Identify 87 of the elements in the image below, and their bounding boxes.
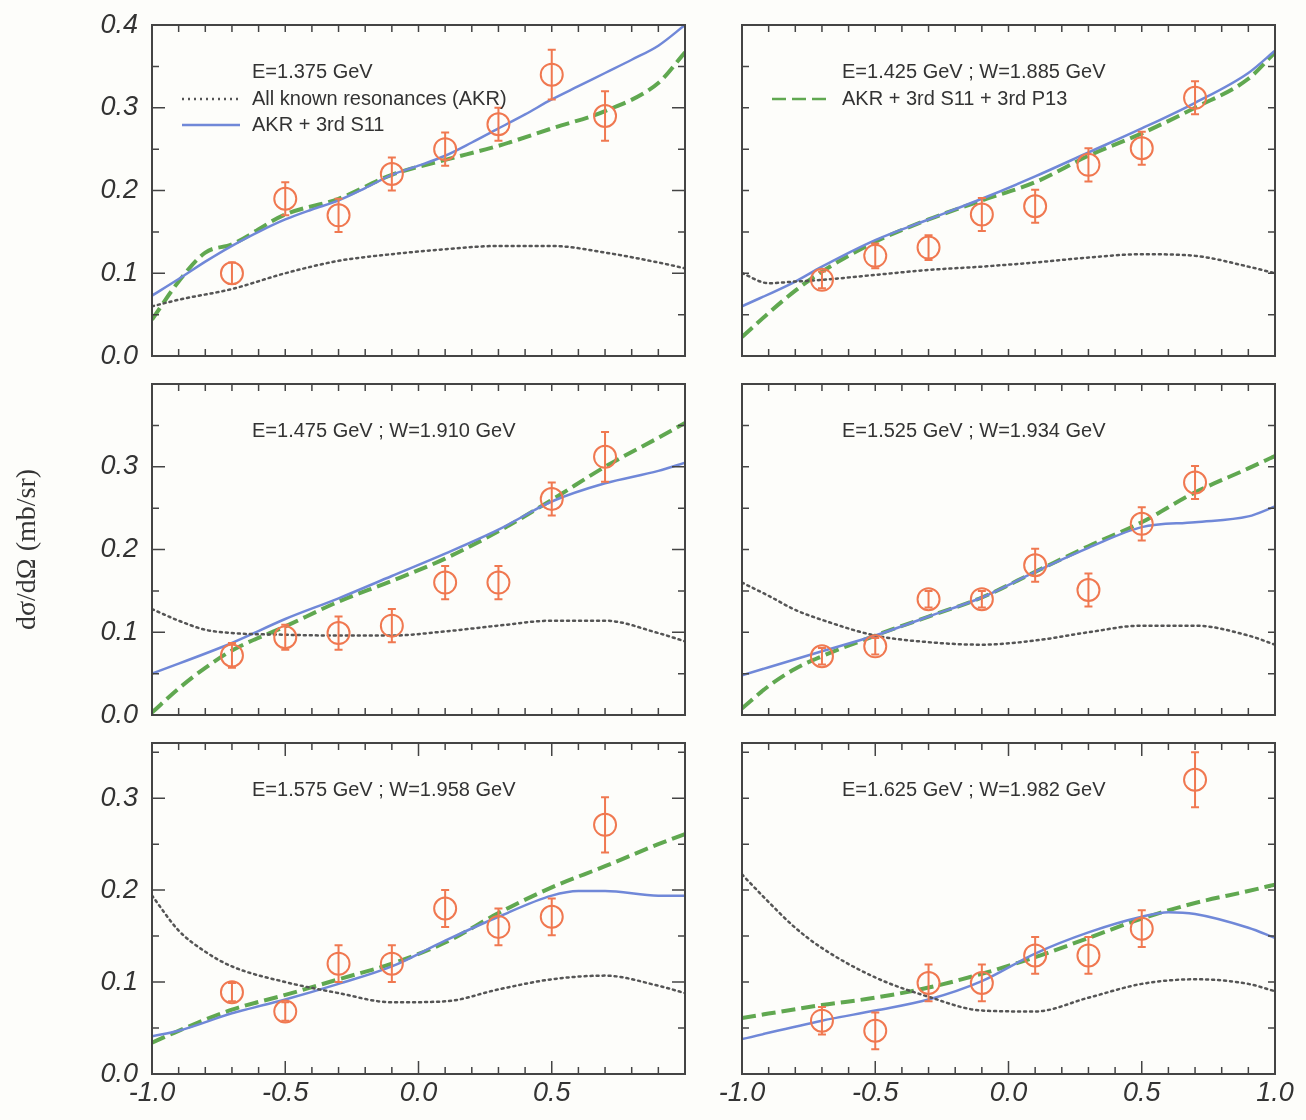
point — [379, 951, 404, 976]
point — [219, 261, 244, 286]
point — [916, 587, 941, 612]
point — [863, 634, 888, 659]
line-series — [152, 607, 685, 643]
point — [326, 203, 351, 228]
point — [273, 625, 298, 650]
y-tick-label: 0.3 — [100, 781, 138, 812]
x-tick-label: -0.5 — [261, 1077, 310, 1108]
legend-label: AKR + 3rd S11 — [252, 112, 385, 135]
x-tick-label: 0.5 — [532, 1077, 572, 1108]
line-series — [152, 25, 685, 297]
legend-label: All known resonances (AKR) — [252, 86, 507, 109]
point — [379, 613, 404, 638]
point — [219, 643, 244, 668]
line-series — [152, 894, 685, 1004]
y-tick-label: 0.2 — [100, 873, 138, 904]
point — [969, 970, 994, 995]
point — [219, 980, 244, 1005]
point — [1076, 943, 1101, 968]
point — [969, 587, 994, 612]
x-tick-label: -0.5 — [851, 1077, 900, 1108]
point — [273, 186, 298, 211]
y-tick-label: 0.3 — [100, 450, 138, 481]
point — [486, 570, 511, 595]
legend-label: AKR + 3rd S11 + 3rd P13 — [842, 86, 1068, 109]
point — [809, 1008, 834, 1033]
x-tick-label: 0.5 — [1122, 1077, 1162, 1108]
line-series — [152, 244, 685, 308]
y-tick-label: 0.1 — [100, 615, 138, 646]
point — [273, 999, 298, 1024]
point — [1129, 136, 1154, 161]
point — [1023, 943, 1048, 968]
point — [1129, 511, 1154, 536]
text: E=1.375 GeV — [252, 59, 374, 82]
text: E=1.525 GeV ; W=1.934 GeV — [842, 418, 1107, 441]
x-tick-label: 1.0 — [1256, 1077, 1294, 1108]
point — [1076, 578, 1101, 603]
point — [539, 487, 564, 512]
point — [916, 970, 941, 995]
point — [326, 951, 351, 976]
y-tick-label: 0.2 — [100, 533, 138, 564]
point — [1129, 916, 1154, 941]
point — [1076, 152, 1101, 177]
y-tick-label: 0.2 — [100, 174, 138, 205]
x-tick-label: -1.0 — [718, 1077, 766, 1108]
y-axis-title: dσ/dΩ (mb/sr) — [10, 468, 42, 631]
point — [809, 644, 834, 669]
point — [1183, 470, 1208, 495]
point — [863, 243, 888, 268]
point — [433, 137, 458, 162]
point — [593, 104, 618, 129]
point — [1023, 553, 1048, 578]
line-series — [152, 420, 685, 715]
point — [379, 161, 404, 186]
y-tick-label: 0.1 — [100, 965, 138, 996]
line-series — [152, 832, 685, 1045]
point — [1023, 194, 1048, 219]
point — [863, 1018, 888, 1043]
point — [486, 914, 511, 939]
text: E=1.425 GeV ; W=1.885 GeV — [842, 59, 1107, 82]
text: E=1.575 GeV ; W=1.958 GeV — [252, 777, 517, 800]
x-tick-label: 0.0 — [989, 1077, 1028, 1108]
line-series — [152, 889, 685, 1038]
line-series — [152, 461, 685, 675]
point — [593, 812, 618, 837]
y-tick-label: 0.0 — [100, 698, 138, 729]
point — [809, 267, 834, 292]
point — [916, 235, 941, 260]
y-tick-label: 0.0 — [100, 339, 138, 370]
x-tick-label: 0.0 — [399, 1077, 438, 1108]
point — [486, 112, 511, 137]
line-series — [152, 50, 685, 322]
point — [1183, 767, 1208, 792]
y-tick-label: 0.4 — [100, 8, 138, 39]
y-tick-label: 0.3 — [100, 91, 138, 122]
point — [593, 444, 618, 469]
point — [1183, 85, 1208, 110]
point — [326, 621, 351, 646]
text: E=1.625 GeV ; W=1.982 GeV — [842, 777, 1107, 800]
point — [539, 62, 564, 87]
y-tick-label: 0.1 — [100, 256, 138, 287]
text: E=1.475 GeV ; W=1.910 GeV — [252, 418, 517, 441]
point — [433, 896, 458, 921]
point — [539, 904, 564, 929]
point — [969, 202, 994, 227]
point — [433, 570, 458, 595]
